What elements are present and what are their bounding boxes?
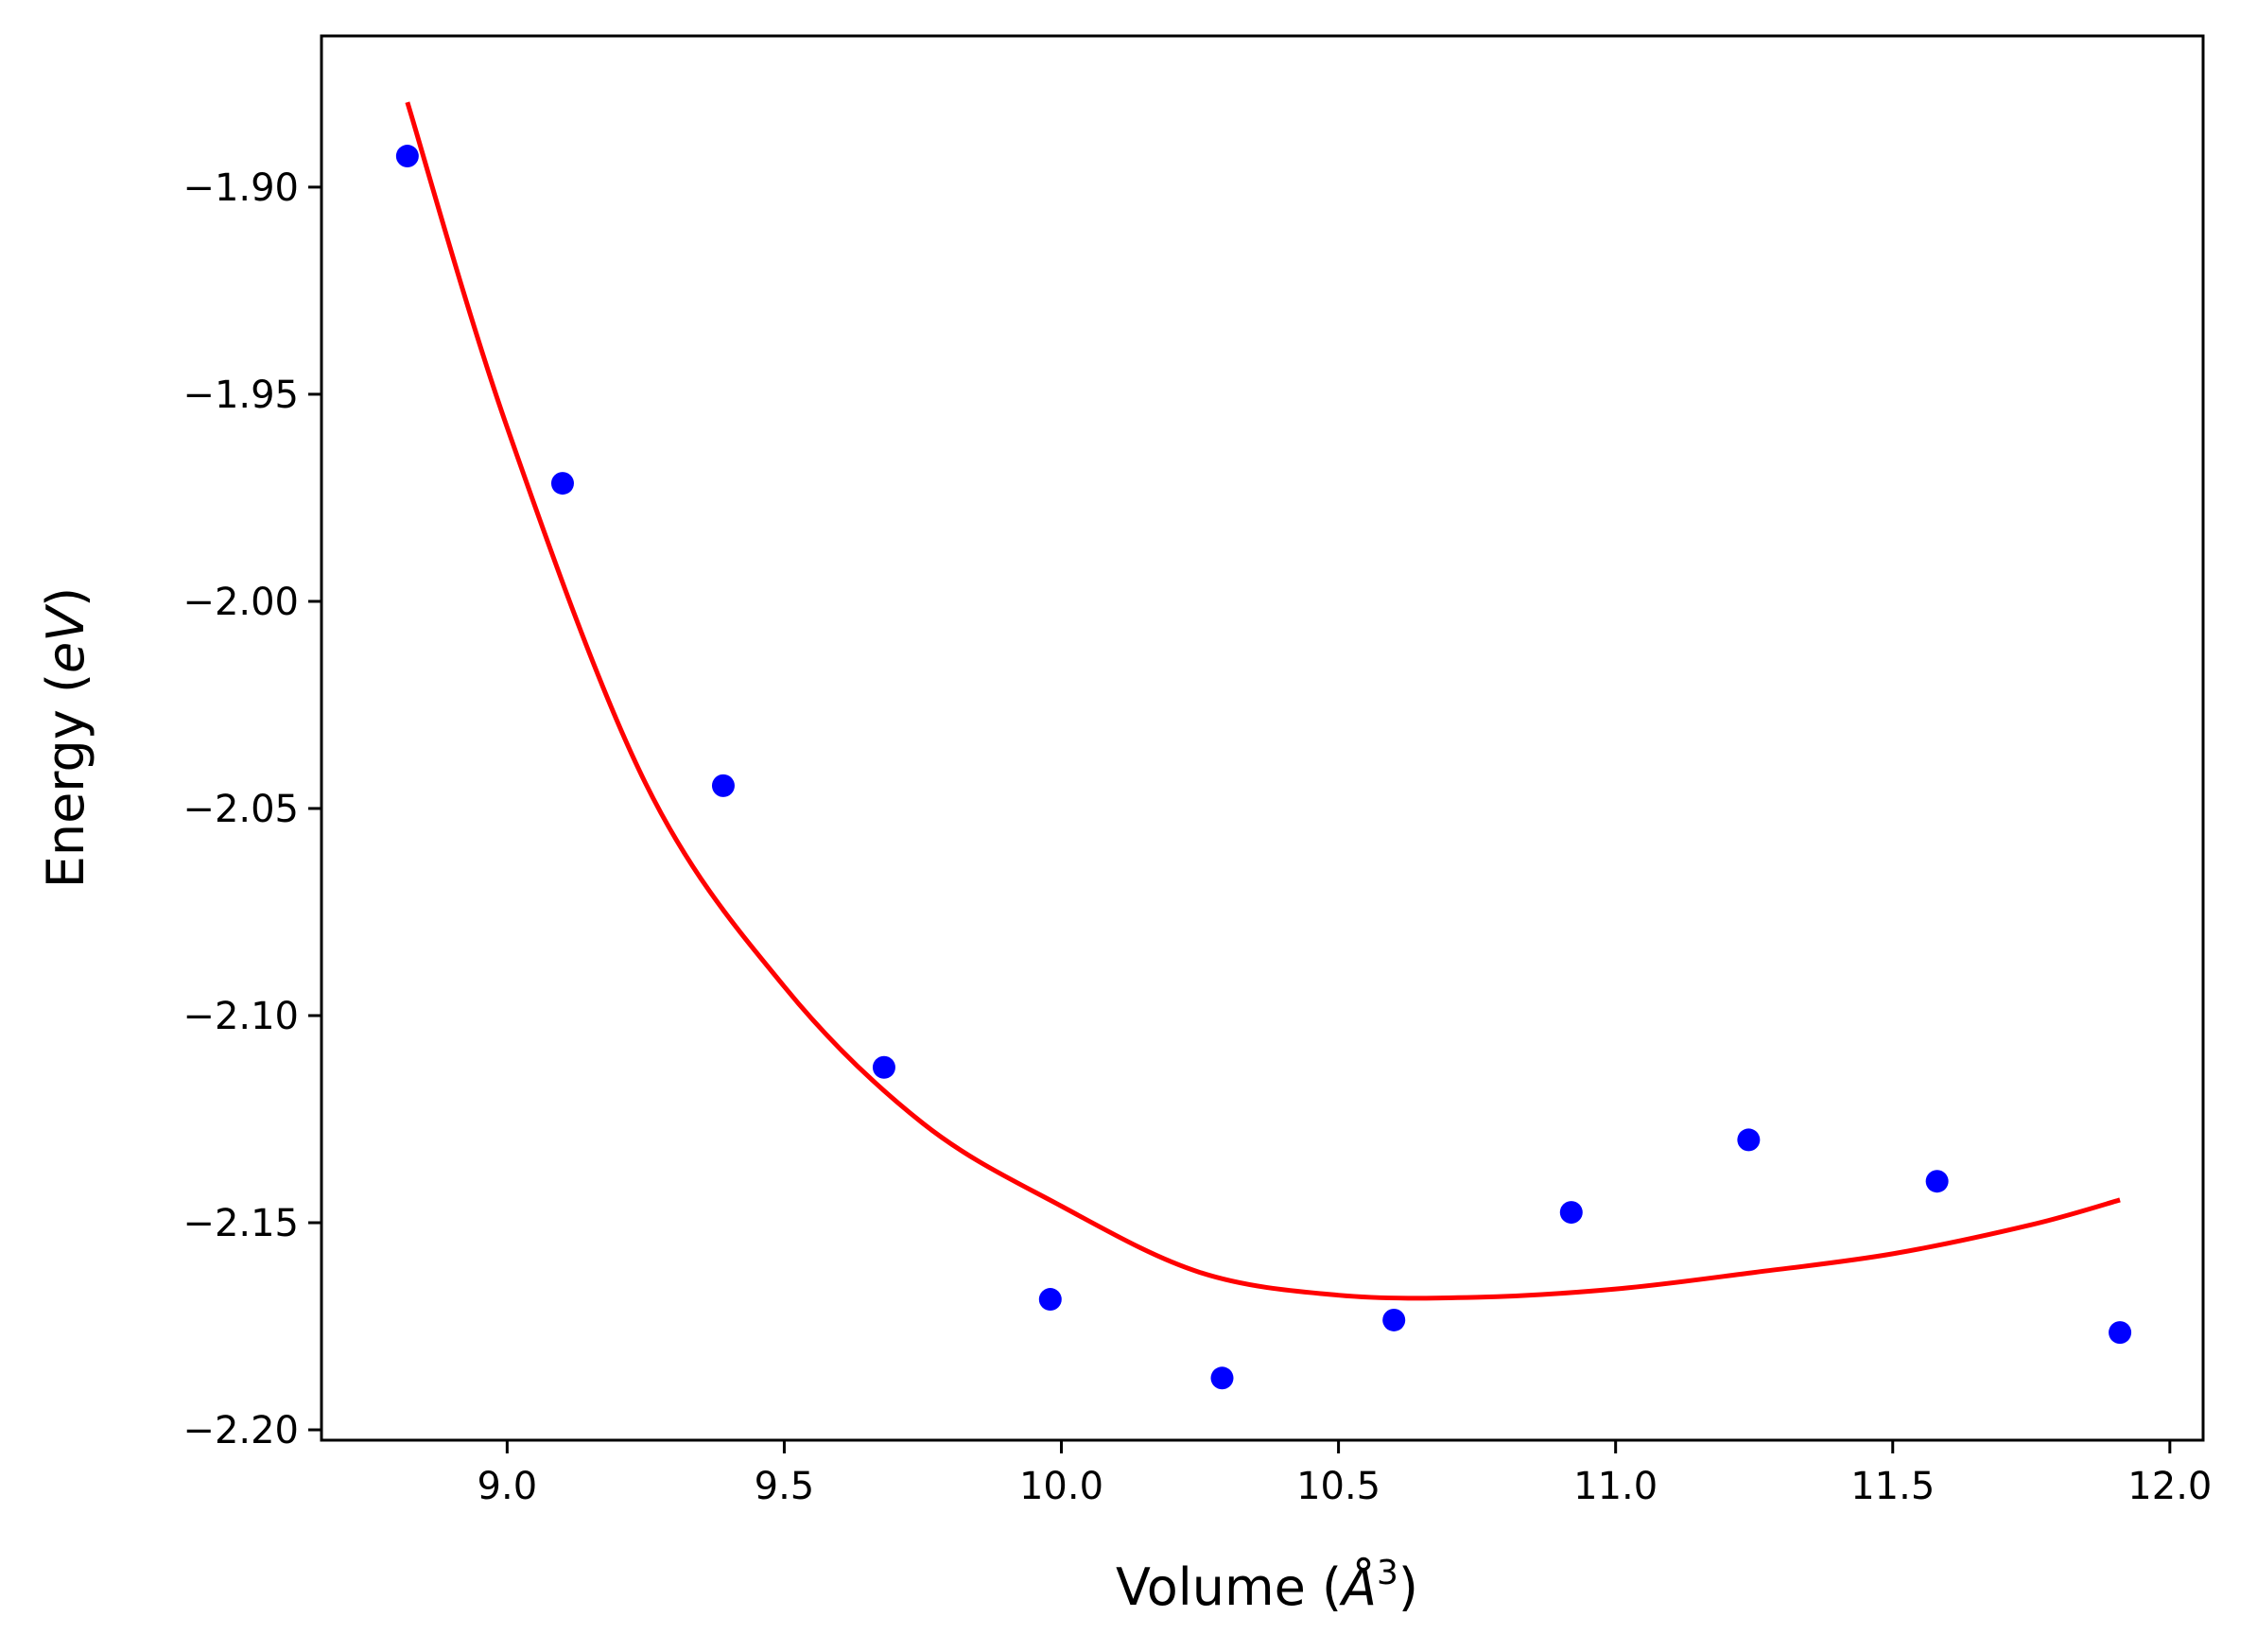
x-tick-label: 10.0 (1019, 1465, 1103, 1508)
data-point (395, 145, 419, 168)
data-point (872, 1055, 895, 1079)
y-tick-label: −2.00 (182, 581, 299, 624)
data-points (395, 145, 2132, 1390)
x-tick-label: 12.0 (2127, 1465, 2212, 1508)
y-tick-label: −1.95 (182, 374, 299, 417)
x-tick-label: 11.5 (1850, 1465, 1935, 1508)
data-point (1925, 1170, 1949, 1193)
y-tick-label: −2.15 (182, 1202, 299, 1245)
data-point (1210, 1366, 1234, 1390)
x-axis-label: Volume (Å3) (1116, 1554, 1418, 1617)
y-tick-label: −1.90 (182, 166, 299, 210)
data-point (1737, 1128, 1761, 1152)
data-point (1038, 1288, 1062, 1312)
y-tick-label: −2.20 (182, 1409, 299, 1452)
x-tick-label: 9.5 (755, 1465, 815, 1508)
y-axis-ticks: −1.90 −1.95 −2.00 −2.05 −2.10 −2.15 −2.20 (182, 166, 321, 1452)
y-tick-label: −2.05 (182, 788, 299, 831)
data-point (1382, 1308, 1406, 1331)
x-tick-label: 10.5 (1296, 1465, 1380, 1508)
data-point (2109, 1321, 2132, 1345)
data-point (711, 774, 735, 797)
x-tick-label: 11.0 (1573, 1465, 1658, 1508)
y-axis-label: Energy (eV) (36, 587, 95, 889)
y-tick-label: −2.10 (182, 995, 299, 1038)
x-tick-label: 9.0 (477, 1465, 538, 1508)
x-axis-ticks: 9.0 9.5 10.0 10.5 11.0 11.5 12.0 (477, 1440, 2212, 1508)
plot-frame (320, 34, 2205, 1442)
data-point (550, 472, 574, 496)
data-point (1559, 1201, 1583, 1225)
fit-curve-line (405, 101, 2121, 1301)
